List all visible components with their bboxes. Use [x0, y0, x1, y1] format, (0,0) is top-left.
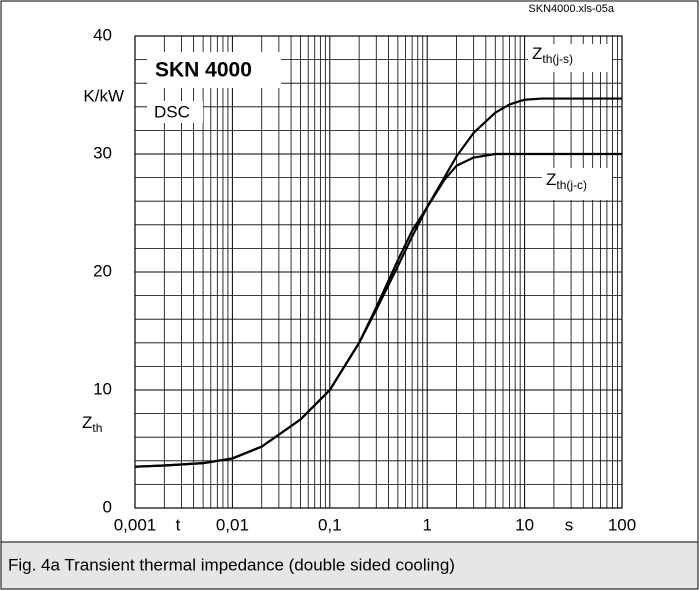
series-label-box	[542, 168, 612, 200]
series-label-box	[528, 44, 612, 72]
y-tick-label: 10	[93, 379, 112, 398]
y-tick-label: 30	[93, 143, 112, 162]
x-tick-label: 100	[608, 515, 636, 534]
y-tick-label: 40	[93, 25, 112, 44]
series-label: Zth(j-c)	[546, 170, 587, 192]
grid: 0 10 20 30 40 0,001 0,01 0,1 1 10 100	[93, 25, 636, 534]
y-unit: K/kW	[83, 86, 124, 105]
caption-bar	[0, 541, 699, 590]
x-unit: s	[565, 515, 574, 534]
title-box	[147, 52, 281, 88]
y-label: Zth	[82, 413, 102, 435]
title: SKN 4000	[155, 59, 252, 82]
x-tick-label: 0,1	[318, 515, 342, 534]
x-tick-label: 0,001	[114, 515, 157, 534]
y-tick-label: 0	[103, 497, 112, 516]
plot	[134, 97, 622, 468]
series-label: Zth(j-s)	[532, 44, 573, 66]
source: SKN4000.xls-05a	[528, 3, 614, 15]
annotations: K/kW Zth t s SKN 4000 DSC Zth(j-s) Zth(j-c)	[82, 44, 612, 534]
x-tick-label: 1	[422, 515, 431, 534]
series-line	[134, 152, 622, 468]
y-tick-label: 20	[93, 261, 112, 280]
subtitle: DSC	[154, 102, 190, 121]
x-tick-label: 0,01	[216, 515, 249, 534]
x-tick-label: 10	[515, 515, 534, 534]
subtitle-box	[147, 101, 203, 123]
caption: Fig. 4a Transient thermal impedance (dou…	[8, 555, 455, 574]
x-label: t	[176, 515, 181, 534]
plot-frame	[134, 35, 623, 509]
